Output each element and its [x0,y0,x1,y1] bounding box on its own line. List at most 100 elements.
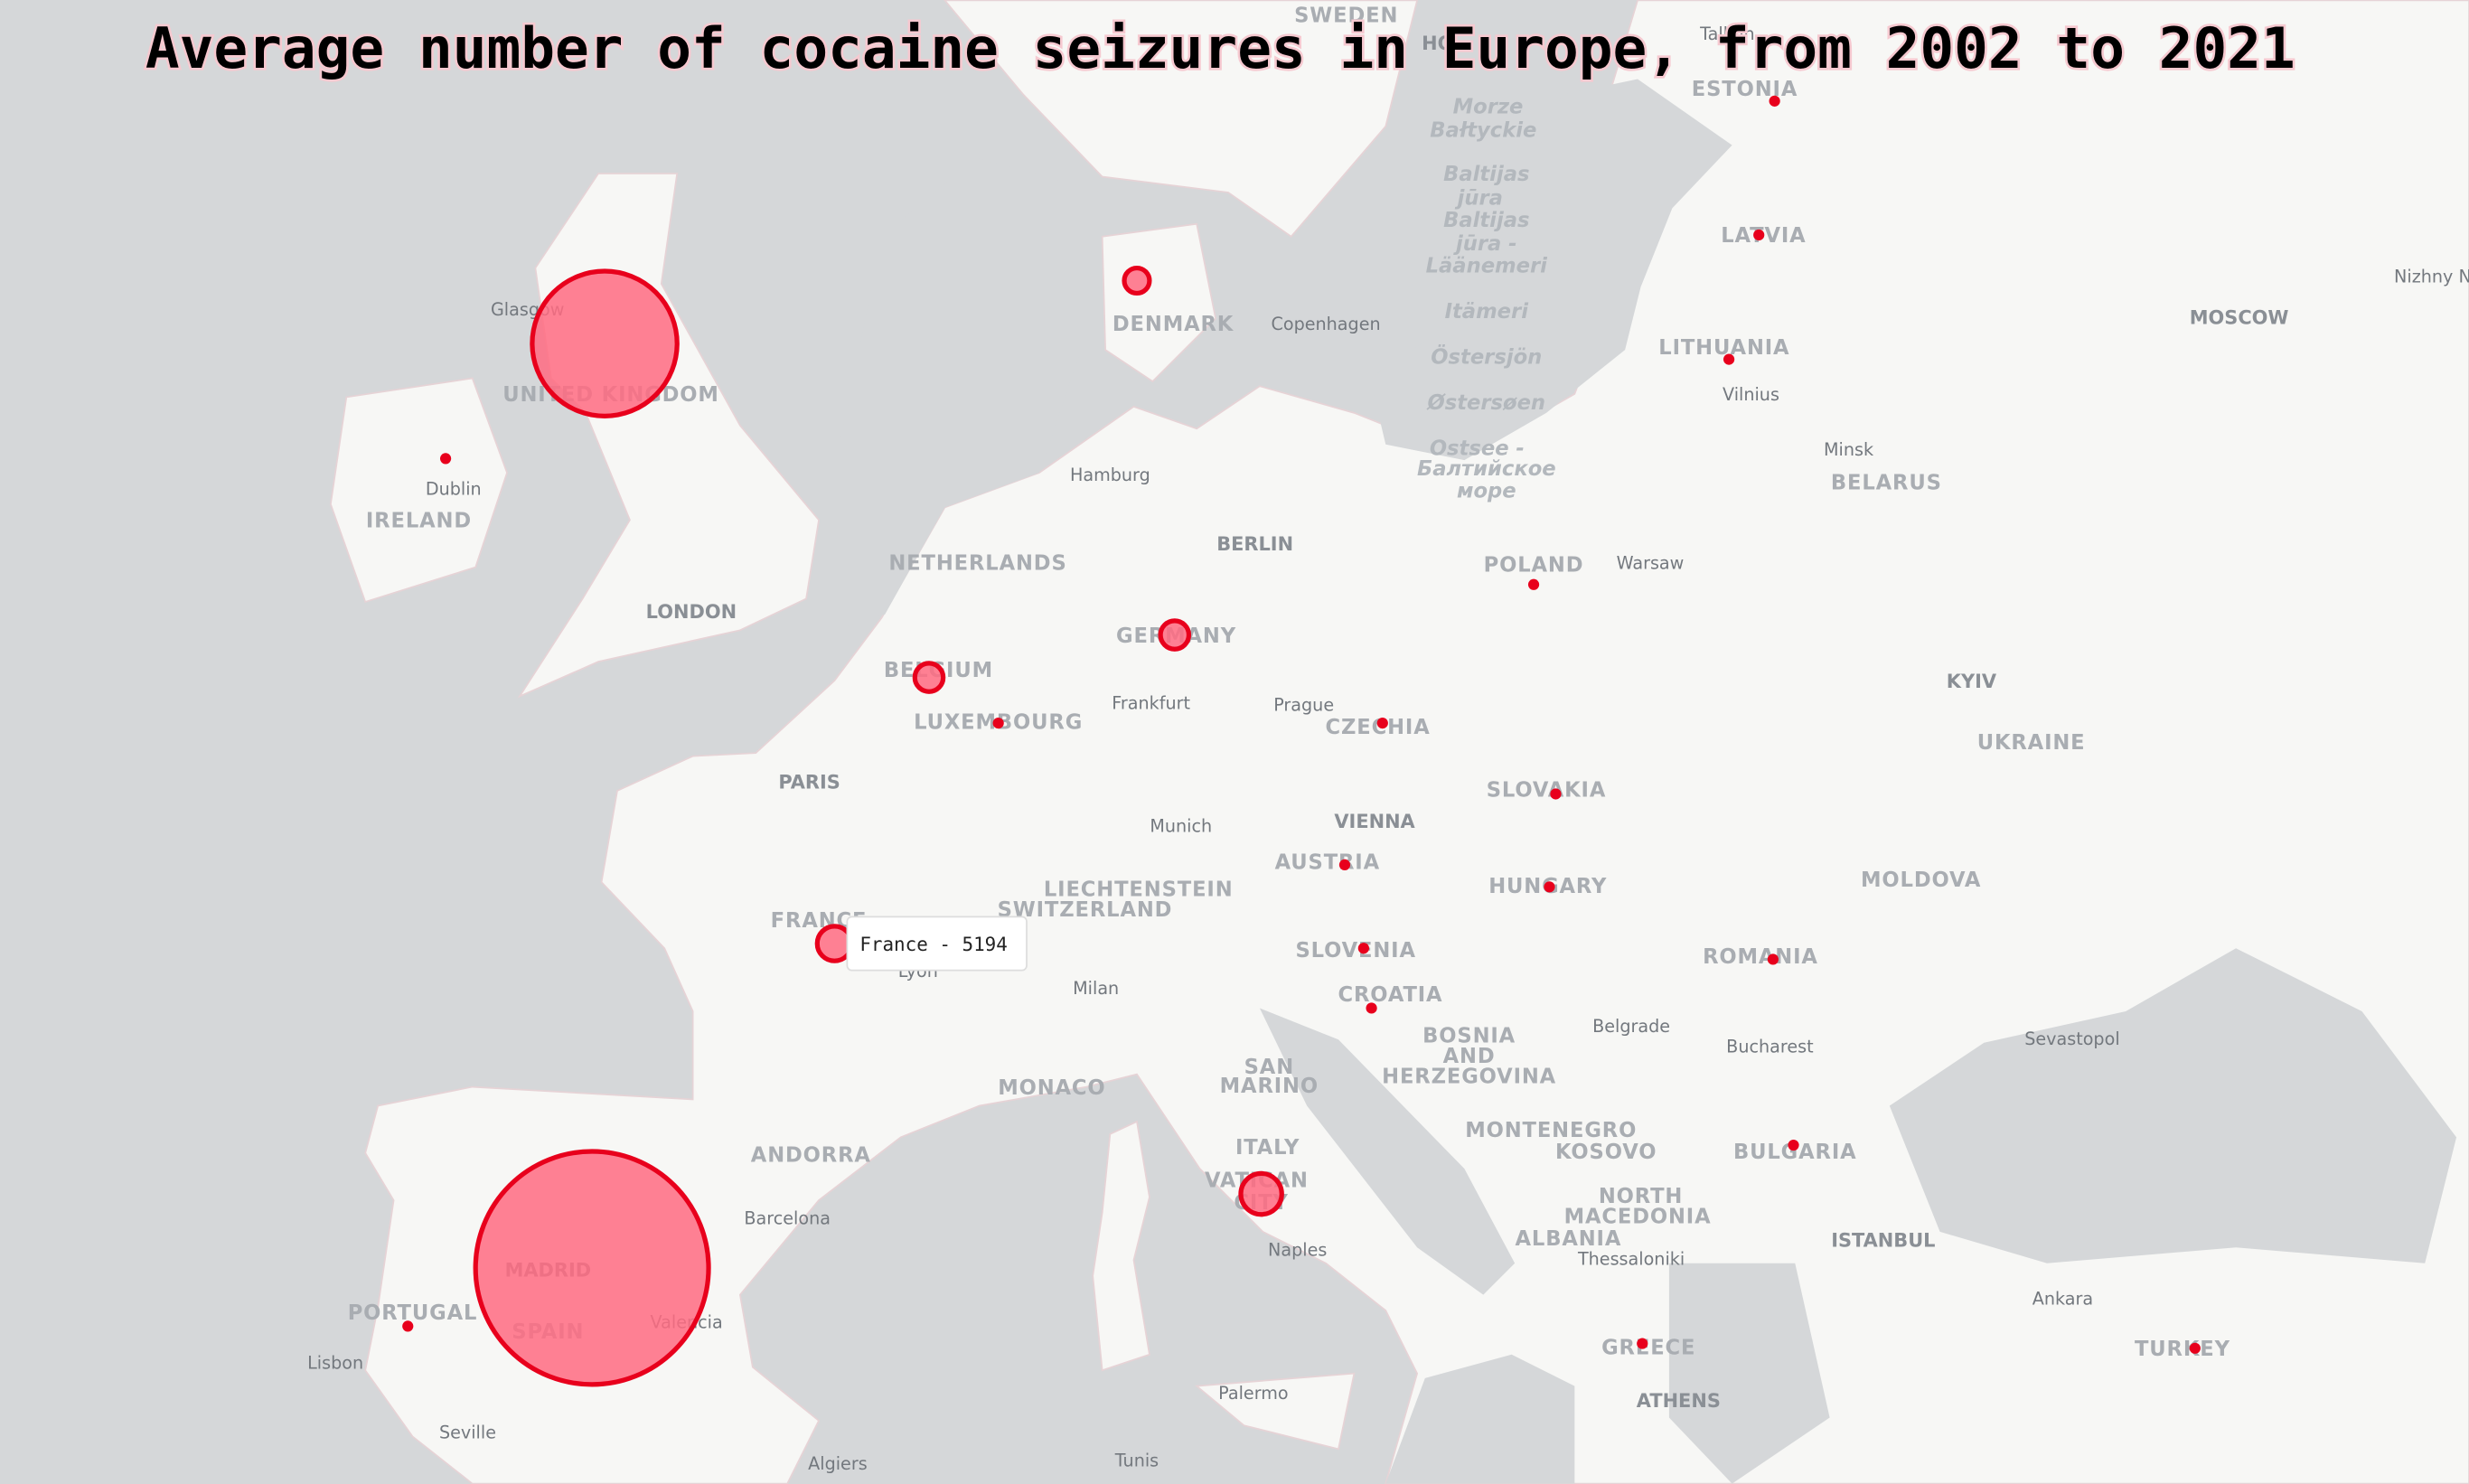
map-label: AUSTRIA [1275,851,1380,875]
map-label: TURKEY [2135,1338,2230,1361]
map-label: Ostsee - [1430,437,1525,460]
north-sea [819,157,1103,634]
map-label: Barcelona [744,1207,831,1228]
black-sea [1889,948,2457,1263]
map-label: GREECE [1601,1336,1695,1359]
map-label: Baltijas [1443,209,1529,232]
map-label: Bucharest [1726,1037,1814,1057]
bubbles [402,95,2201,1387]
map-label: BELARUS [1831,472,1942,495]
map-label: LITHUANIA [1658,336,1789,360]
map-label: Morze [1453,95,1524,118]
map-label: ISTANBUL [1831,1229,1935,1251]
map-label: Östersjön [1431,343,1542,369]
seizure-bubble [1788,1139,1799,1151]
map-label: ANDORRA [751,1144,871,1168]
seizure-bubble [1338,859,1351,871]
tooltip-text: France - 5194 [859,934,1008,955]
map-label: LONDON [646,601,737,623]
map-label: Läänemeri [1426,254,1549,277]
map-label: Dublin [426,479,482,500]
map-label: PORTUGAL [348,1301,478,1325]
seizure-bubble [1158,618,1192,652]
map-label: Algiers [808,1453,868,1474]
map-label: NORTH [1599,1185,1683,1208]
map-label: Frankfurt [1112,693,1190,714]
seizure-bubble [1366,1002,1377,1014]
map-label: LIECHTENSTEIN [1044,878,1234,901]
map-label: IRELAND [366,510,472,533]
seas [819,79,2457,1484]
seizure-bubble [2189,1342,2201,1354]
map-label: CROATIA [1338,983,1443,1007]
map-label: Milan [1073,978,1119,999]
map-label: Minsk [1824,439,1874,460]
map-label: HERZEGOVINA [1382,1066,1556,1089]
tooltip: France - 5194 [846,916,1028,972]
tooltip-box [846,916,1028,972]
map-label: Warsaw [1617,553,1685,574]
map-label: Балтийское [1417,457,1556,481]
map-label: UKRAINE [1977,731,2086,755]
scandinavia [943,0,1419,238]
seizure-bubble [1753,229,1765,241]
map-label: Bałtyckie [1430,118,1536,142]
map-label: Munich [1150,816,1212,837]
seizure-bubble [1637,1338,1648,1349]
seizure-bubble [402,1320,414,1332]
map-label: Belgrade [1592,1016,1670,1037]
map-label: Seville [439,1422,496,1442]
aegean-sea [1668,1263,1830,1484]
map-label: MOLDOVA [1861,869,1981,892]
map-label: Prague [1273,694,1334,715]
map-label: KYIV [1947,671,1997,692]
map-label: Itämeri [1445,300,1530,324]
map-label: ALBANIA [1516,1227,1622,1251]
title: Average number of cocaine seizures in Eu… [146,15,2295,81]
sicily [1194,1372,1356,1451]
map-label: NETHERLANDS [888,552,1066,576]
map-label: Thessaloniki [1577,1249,1685,1270]
map-label: Palermo [1218,1383,1288,1404]
seizure-bubble [1550,788,1562,800]
seizure-bubble [1767,953,1779,965]
map-label: Copenhagen [1271,314,1380,334]
ireland [329,377,508,604]
map-label: MARINO [1220,1075,1319,1098]
seizure-bubble [530,268,680,418]
map-label: SLOVAKIA [1487,779,1607,803]
map-label: Tallinn [1699,23,1755,44]
map-label: море [1457,479,1516,502]
map-label: Baltijas [1443,163,1529,186]
map-label: SWITZERLAND [998,898,1173,922]
map-label: MOSCOW [2190,306,2289,328]
seizure-bubble [992,717,1004,729]
map-label: Vilnius [1723,384,1779,405]
map-label: Lisbon [307,1353,363,1374]
map-label: ROMANIA [1703,945,1818,969]
map-label: SLOVENIA [1295,939,1415,963]
map-label: DENMARK [1112,313,1234,336]
map-label: Nizhny N [2394,267,2469,287]
map-label: MONACO [998,1076,1105,1100]
seizure-bubble [1544,881,1555,893]
map-label: MONTENEGRO [1465,1119,1637,1142]
map-label: jūra [1455,186,1503,210]
map-label: jūra - [1453,232,1517,256]
map-label: Østersøen [1425,391,1545,415]
map-label: PARIS [778,771,840,793]
map-label: POLAND [1484,553,1584,577]
map-label: MACEDONIA [1564,1206,1712,1229]
map-label: AND [1443,1045,1496,1068]
map-label: HO [1422,33,1453,54]
seizure-bubble [1238,1170,1284,1217]
map-label: Tunis [1114,1451,1159,1471]
seizure-bubble [1723,353,1735,365]
seizure-bubble [1376,717,1388,729]
map-label: BERLIN [1216,533,1293,555]
seizure-bubble [912,661,946,694]
map-label: BOSNIA [1422,1024,1516,1047]
seizure-bubble [1769,95,1780,107]
adriatic-sea [1259,1008,1516,1295]
map-label: ITALY [1235,1136,1300,1160]
